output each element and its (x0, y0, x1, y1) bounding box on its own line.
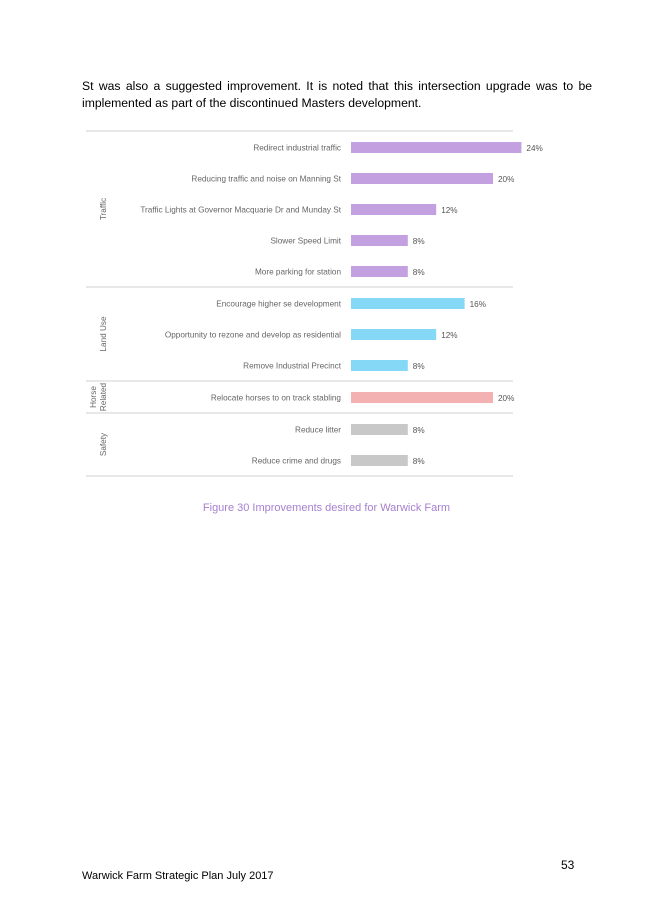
bar (351, 173, 493, 184)
category-label: Remove Industrial Precinct (243, 362, 342, 371)
bar (351, 266, 408, 277)
value-label: 16% (470, 300, 486, 309)
value-label: 12% (441, 331, 457, 340)
value-label: 8% (413, 237, 425, 246)
footer-text: Warwick Farm Strategic Plan July 2017 (82, 870, 274, 882)
category-label: Reduce litter (295, 426, 341, 435)
bar (351, 298, 465, 309)
category-label: Redirect industrial traffic (253, 144, 341, 153)
value-label: 8% (413, 426, 425, 435)
bar (351, 329, 437, 340)
category-label: Encourage higher se development (216, 300, 341, 309)
value-label: 20% (498, 175, 514, 184)
value-label: 8% (413, 457, 425, 466)
value-label: 8% (413, 362, 425, 371)
category-label: Reduce crime and drugs (252, 457, 341, 466)
group-label: Traffic (99, 198, 108, 220)
category-label: More parking for station (255, 268, 341, 277)
bar (351, 424, 408, 435)
figure-caption: Figure 30 Improvements desired for Warwi… (202, 502, 451, 514)
bar (351, 360, 408, 371)
value-label: 20% (498, 394, 514, 403)
group-label: Safety (99, 432, 108, 456)
category-label: Relocate horses to on track stabling (211, 394, 342, 403)
page-number: 53 (561, 858, 575, 872)
bar (351, 455, 408, 466)
category-label: Reducing traffic and noise on Manning St (191, 175, 341, 184)
bar (351, 235, 408, 246)
intro-paragraph: St was also a suggested improvement. It … (82, 79, 592, 110)
group-label: HorseRelated (89, 382, 108, 411)
category-label: Opportunity to rezone and develop as res… (165, 331, 341, 340)
category-label: Traffic Lights at Governor Macquarie Dr … (140, 206, 341, 215)
group-label: Land Use (99, 316, 108, 351)
bar (351, 392, 493, 403)
bar (351, 142, 522, 153)
value-label: 12% (441, 206, 457, 215)
bar (351, 204, 437, 215)
value-label: 24% (526, 144, 542, 153)
category-label: Slower Speed Limit (270, 237, 341, 246)
value-label: 8% (413, 268, 425, 277)
